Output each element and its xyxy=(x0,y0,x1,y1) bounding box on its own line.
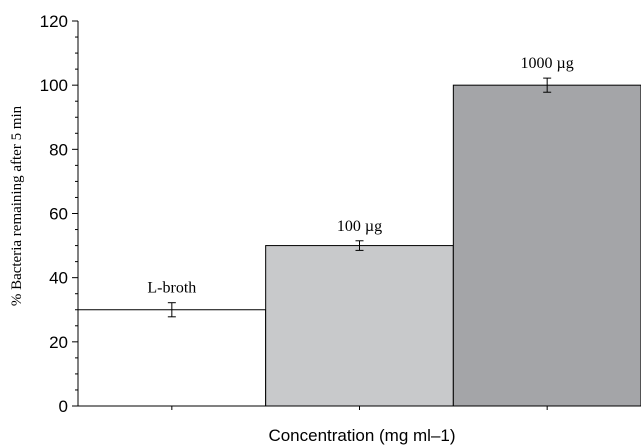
y-tick-label: 120 xyxy=(40,12,68,31)
y-axis-title: % Bacteria remaining after 5 min xyxy=(9,105,25,306)
y-tick-label: 40 xyxy=(49,269,68,288)
bar xyxy=(265,245,454,407)
y-tick-label: 100 xyxy=(40,76,68,95)
bars: L-broth 100 µg 1000 µg xyxy=(77,55,641,410)
y-tick-label: 80 xyxy=(49,140,68,159)
bar-category-label: 100 µg xyxy=(337,218,382,235)
y-tick-label: 60 xyxy=(49,205,68,224)
bar xyxy=(77,309,267,407)
y-axis-ticks: 0 20 40 60 80 100 120 xyxy=(40,12,78,416)
bar xyxy=(452,84,641,407)
bar-category-label: 1000 µg xyxy=(521,55,574,72)
y-tick-label: 0 xyxy=(59,397,68,416)
y-tick-label: 20 xyxy=(49,333,68,352)
x-axis-title: Concentration (mg ml–1) xyxy=(268,426,455,445)
bar-category-label: L-broth xyxy=(147,280,196,297)
